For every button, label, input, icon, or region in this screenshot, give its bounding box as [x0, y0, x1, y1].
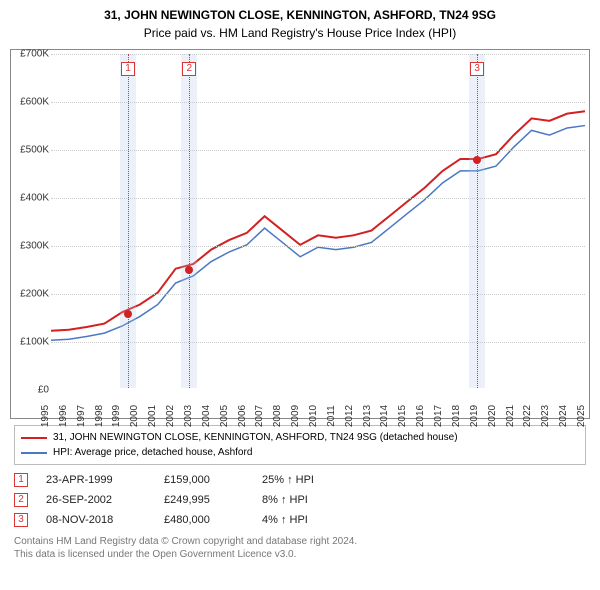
- x-tick-label: 2012: [344, 405, 355, 427]
- sale-diff: 4% ↑ HPI: [262, 514, 362, 526]
- x-tick-label: 2004: [201, 405, 212, 427]
- x-tick-label: 2025: [576, 405, 587, 427]
- marker-number-box: 2: [182, 62, 196, 76]
- sale-price: £159,000: [164, 474, 244, 486]
- legend-item: 31, JOHN NEWINGTON CLOSE, KENNINGTON, AS…: [21, 430, 579, 445]
- sale-row: 2 26-SEP-2002 £249,995 8% ↑ HPI: [14, 493, 590, 507]
- marker-dot: [185, 266, 193, 274]
- footer: Contains HM Land Registry data © Crown c…: [14, 535, 590, 561]
- sale-row: 1 23-APR-1999 £159,000 25% ↑ HPI: [14, 473, 590, 487]
- marker-line: [477, 54, 478, 388]
- x-tick-label: 2008: [272, 405, 283, 427]
- chart-area: £0 £100K £200K £300K £400K £500K £600K £700K 1 2…: [10, 49, 590, 419]
- sale-row: 3 08-NOV-2018 £480,000 4% ↑ HPI: [14, 513, 590, 527]
- sale-date: 08-NOV-2018: [46, 514, 146, 526]
- x-tick-label: 2009: [290, 405, 301, 427]
- sale-price: £249,995: [164, 494, 244, 506]
- x-tick-label: 2014: [379, 405, 390, 427]
- x-tick-label: 2017: [433, 405, 444, 427]
- legend-label: HPI: Average price, detached house, Ashf…: [53, 445, 252, 460]
- y-tick-label: £700K: [20, 49, 49, 60]
- y-tick-label: £300K: [20, 241, 49, 252]
- footer-line-2: This data is licensed under the Open Gov…: [14, 548, 590, 561]
- x-tick-label: 2006: [237, 405, 248, 427]
- y-tick-label: £0: [38, 385, 49, 396]
- x-tick-label: 1998: [94, 405, 105, 427]
- sale-number: 2: [14, 493, 28, 507]
- y-axis: £0£100K£200K£300K£400K£500K£600K£700K: [11, 50, 51, 388]
- sale-number: 3: [14, 513, 28, 527]
- chart-subtitle: Price paid vs. HM Land Registry's House …: [10, 26, 590, 42]
- x-tick-label: 2019: [469, 405, 480, 427]
- x-tick-label: 1995: [40, 405, 51, 427]
- marker-dot: [124, 310, 132, 318]
- x-tick-label: 2018: [451, 405, 462, 427]
- plot-area: 1 2 3: [51, 54, 585, 388]
- legend-label: 31, JOHN NEWINGTON CLOSE, KENNINGTON, AS…: [53, 430, 458, 445]
- y-tick-label: £400K: [20, 193, 49, 204]
- marker-number-box: 1: [121, 62, 135, 76]
- marker-line: [128, 54, 129, 388]
- x-tick-label: 2020: [487, 405, 498, 427]
- x-tick-label: 2003: [183, 405, 194, 427]
- marker-dot: [473, 156, 481, 164]
- x-tick-label: 2005: [219, 405, 230, 427]
- legend: 31, JOHN NEWINGTON CLOSE, KENNINGTON, AS…: [14, 425, 586, 465]
- legend-item: HPI: Average price, detached house, Ashf…: [21, 445, 579, 460]
- sales-table: 1 23-APR-1999 £159,000 25% ↑ HPI 2 26-SEP-200…: [14, 473, 590, 527]
- x-tick-label: 2013: [362, 405, 373, 427]
- x-tick-label: 2007: [254, 405, 265, 427]
- sale-date: 26-SEP-2002: [46, 494, 146, 506]
- legend-swatch: [21, 437, 47, 439]
- sale-price: £480,000: [164, 514, 244, 526]
- x-tick-label: 2001: [147, 405, 158, 427]
- chart-title: 31, JOHN NEWINGTON CLOSE, KENNINGTON, AS…: [10, 8, 590, 24]
- sale-date: 23-APR-1999: [46, 474, 146, 486]
- sale-diff: 25% ↑ HPI: [262, 474, 362, 486]
- x-tick-label: 2010: [308, 405, 319, 427]
- marker-line: [189, 54, 190, 388]
- x-tick-label: 2000: [129, 405, 140, 427]
- marker-number-box: 3: [470, 62, 484, 76]
- x-tick-label: 1999: [111, 405, 122, 427]
- x-tick-label: 2023: [540, 405, 551, 427]
- x-tick-label: 2002: [165, 405, 176, 427]
- y-tick-label: £200K: [20, 289, 49, 300]
- x-tick-label: 2016: [415, 405, 426, 427]
- legend-swatch: [21, 452, 47, 454]
- sale-number: 1: [14, 473, 28, 487]
- sale-diff: 8% ↑ HPI: [262, 494, 362, 506]
- x-axis: 1995199619971998199920002001200220032004…: [51, 388, 585, 418]
- y-tick-label: £600K: [20, 97, 49, 108]
- y-tick-label: £500K: [20, 145, 49, 156]
- chart-container: 31, JOHN NEWINGTON CLOSE, KENNINGTON, AS…: [0, 0, 600, 569]
- y-tick-label: £100K: [20, 337, 49, 348]
- x-tick-label: 1996: [58, 405, 69, 427]
- x-tick-label: 2024: [558, 405, 569, 427]
- x-tick-label: 2011: [326, 405, 337, 427]
- x-tick-label: 1997: [76, 405, 87, 427]
- footer-line-1: Contains HM Land Registry data © Crown c…: [14, 535, 590, 548]
- x-tick-label: 2022: [522, 405, 533, 427]
- x-tick-label: 2015: [397, 405, 408, 427]
- x-tick-label: 2021: [505, 405, 516, 427]
